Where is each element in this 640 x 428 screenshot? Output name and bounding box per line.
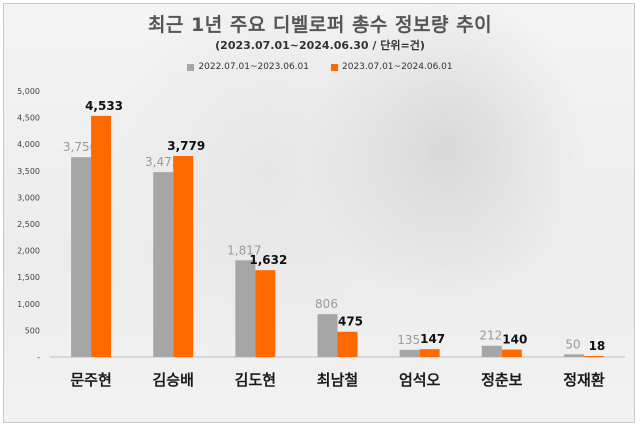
bar-series-2-3 bbox=[255, 270, 276, 357]
bar-series-1-2 bbox=[153, 172, 174, 357]
category-label: 정재환 bbox=[563, 371, 605, 389]
legend-label-series-1: 2022.07.01~2023.06.01 bbox=[198, 62, 309, 72]
bar-series-1-4 bbox=[317, 314, 338, 357]
legend-swatch-series-2 bbox=[331, 63, 338, 71]
data-label-series-2-7: 18 bbox=[589, 339, 606, 353]
data-label-series-2-4: 475 bbox=[338, 315, 363, 329]
legend-item-series-2: 2023.07.01~2024.06.01 bbox=[331, 62, 453, 72]
y-tick-label: 2,500 bbox=[17, 220, 40, 229]
y-tick-label: 1,500 bbox=[17, 273, 40, 282]
data-label-series-2-5: 147 bbox=[420, 332, 445, 346]
bar-series-2-6 bbox=[501, 349, 522, 357]
bar-series-1-1 bbox=[71, 157, 92, 357]
bar-series-2-7 bbox=[583, 356, 604, 358]
legend-swatch-series-1 bbox=[187, 63, 195, 71]
y-tick-label: 5,000 bbox=[17, 87, 40, 96]
data-label-series-1-4: 806 bbox=[315, 297, 338, 311]
bar-series-2-2 bbox=[173, 155, 194, 357]
data-label-series-1-6: 212 bbox=[479, 329, 502, 343]
data-label-series-2-3: 1,632 bbox=[249, 253, 287, 267]
y-tick-label: 500 bbox=[25, 326, 40, 335]
bar-series-2-5 bbox=[419, 349, 440, 357]
bar-series-2-1 bbox=[91, 115, 112, 358]
data-label-series-2-6: 140 bbox=[502, 333, 527, 347]
data-label-series-1-1: 3,756 bbox=[63, 140, 97, 154]
chart-title: 최근 1년 주요 디벨로퍼 총수 정보량 추이 bbox=[147, 14, 493, 36]
legend-label-series-2: 2023.07.01~2024.06.01 bbox=[342, 62, 453, 72]
data-label-series-1-5: 135 bbox=[397, 333, 420, 347]
y-tick-label: 3,000 bbox=[17, 193, 40, 202]
y-tick-label: 2,000 bbox=[17, 247, 40, 256]
data-label-series-2-1: 4,533 bbox=[85, 99, 123, 113]
data-label-series-1-3: 1,817 bbox=[227, 243, 261, 257]
y-tick-label: 4,000 bbox=[17, 140, 40, 149]
bar-series-1-3 bbox=[235, 260, 256, 357]
data-label-series-1-7: 50 bbox=[565, 337, 580, 351]
y-tick-label: 1,000 bbox=[17, 300, 40, 309]
y-tick-label: - bbox=[37, 353, 40, 362]
bar-series-1-5 bbox=[399, 349, 420, 357]
data-label-series-1-2: 3,475 bbox=[145, 155, 179, 169]
bar-series-2-4 bbox=[337, 331, 358, 357]
bar-series-1-7 bbox=[563, 354, 584, 357]
y-tick-label: 4,500 bbox=[17, 114, 40, 123]
legend-item-series-1: 2022.07.01~2023.06.01 bbox=[187, 62, 309, 72]
chart-legend: 2022.07.01~2023.06.01 2023.07.01~2024.06… bbox=[0, 62, 640, 72]
category-label: 엄석오 bbox=[399, 371, 441, 389]
category-label: 정춘보 bbox=[481, 371, 523, 389]
category-label: 문주현 bbox=[70, 371, 111, 389]
category-label: 최남철 bbox=[317, 371, 358, 389]
chart-subtitle: (2023.07.01~2024.06.30 / 단위=건) bbox=[215, 39, 425, 52]
category-label: 김승배 bbox=[153, 371, 194, 389]
y-tick-label: 3,500 bbox=[17, 167, 40, 176]
category-label: 김도현 bbox=[235, 371, 276, 389]
bar-series-1-6 bbox=[481, 345, 502, 357]
data-label-series-2-2: 3,779 bbox=[167, 139, 205, 153]
